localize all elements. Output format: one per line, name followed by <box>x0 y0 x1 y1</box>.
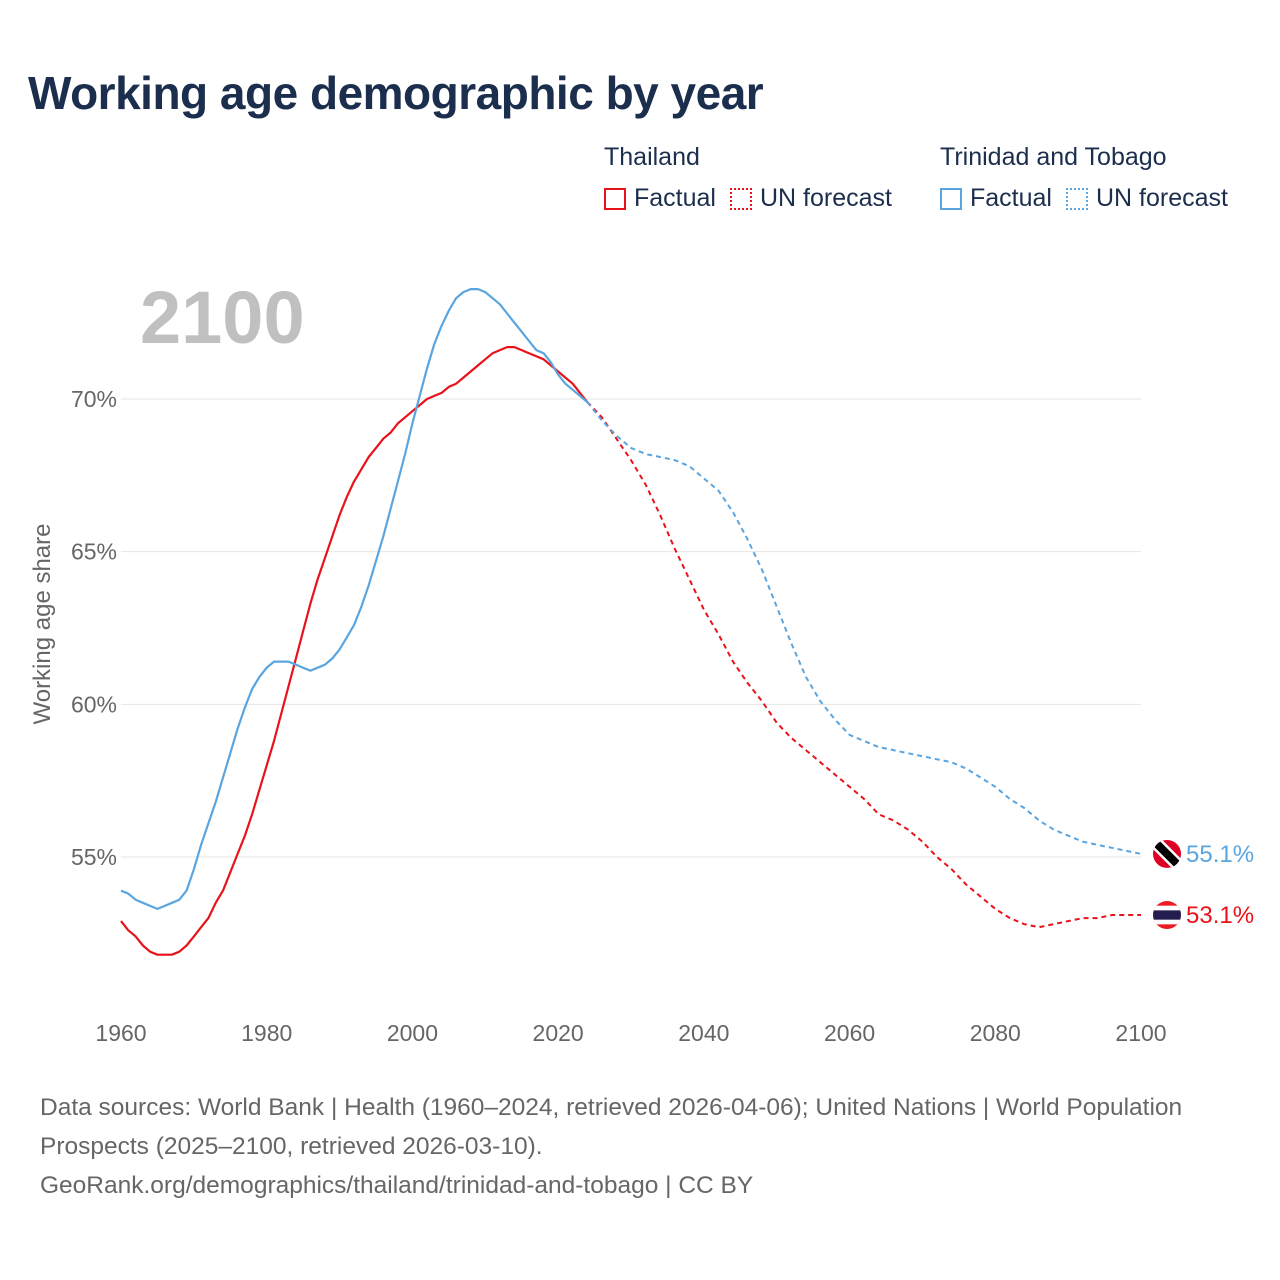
flag-trinidad-icon <box>1153 839 1181 868</box>
flag-thailand-icon <box>1153 901 1181 930</box>
y-tick-label: 65% <box>71 539 117 565</box>
x-tick-label: 2040 <box>678 1020 729 1046</box>
x-tick-label: 2100 <box>1115 1020 1166 1046</box>
chart-title: Working age demographic by year <box>28 67 764 119</box>
y-tick-label: 60% <box>71 691 117 717</box>
footer: Data sources: World Bank | Health (1960–… <box>40 1088 1220 1205</box>
x-tick-label: 2080 <box>970 1020 1021 1046</box>
end-label-trinidad: 55.1% <box>1186 841 1254 868</box>
line-thailand-factual <box>120 346 589 956</box>
footer-link[interactable]: GeoRank.org/demographics/thailand/trinid… <box>40 1172 754 1199</box>
legend-label: UN forecast <box>759 184 892 212</box>
legend-item-trinidad-factual[interactable]: Factual <box>940 184 1052 213</box>
legend-group-thailand: Thailand Factual UN forecast <box>604 143 906 213</box>
x-tick-label: 1980 <box>241 1020 292 1046</box>
year-watermark: 2100 <box>140 276 305 359</box>
legend-country-thailand: Thailand <box>604 143 700 171</box>
legend-item-trinidad-forecast[interactable]: UN forecast <box>1065 184 1228 213</box>
y-axis-label: Working age share <box>29 524 56 725</box>
legend-group-trinidad: Trinidad and Tobago Factual UN forecast <box>940 143 1242 213</box>
y-tick-label: 55% <box>71 844 117 870</box>
x-tick-label: 1960 <box>95 1020 146 1046</box>
end-label-thailand: 53.1% <box>1186 902 1254 929</box>
legend-swatch-dotted <box>729 187 752 210</box>
legend-swatch-solid <box>940 187 962 210</box>
legend-item-thailand-factual[interactable]: Factual <box>604 184 716 213</box>
legend-label: UN forecast <box>1095 184 1228 212</box>
y-tick-label: 70% <box>71 386 117 412</box>
legend-item-thailand-forecast[interactable]: UN forecast <box>729 184 892 213</box>
legend-swatch-dotted <box>1065 187 1088 210</box>
legend-swatch-solid <box>604 187 626 210</box>
legend-label: Factual <box>634 184 716 212</box>
x-tick-label: 2060 <box>824 1020 875 1046</box>
x-tick-label: 2000 <box>387 1020 438 1046</box>
line-thailand-forecast <box>586 401 1141 929</box>
line-trinidad-factual <box>120 288 589 910</box>
legend-label: Factual <box>970 184 1052 212</box>
footer-sources: Data sources: World Bank | Health (1960–… <box>40 1094 1183 1160</box>
x-tick-label: 2020 <box>533 1020 584 1046</box>
line-trinidad-forecast <box>586 401 1142 855</box>
legend-country-trinidad: Trinidad and Tobago <box>940 143 1167 171</box>
